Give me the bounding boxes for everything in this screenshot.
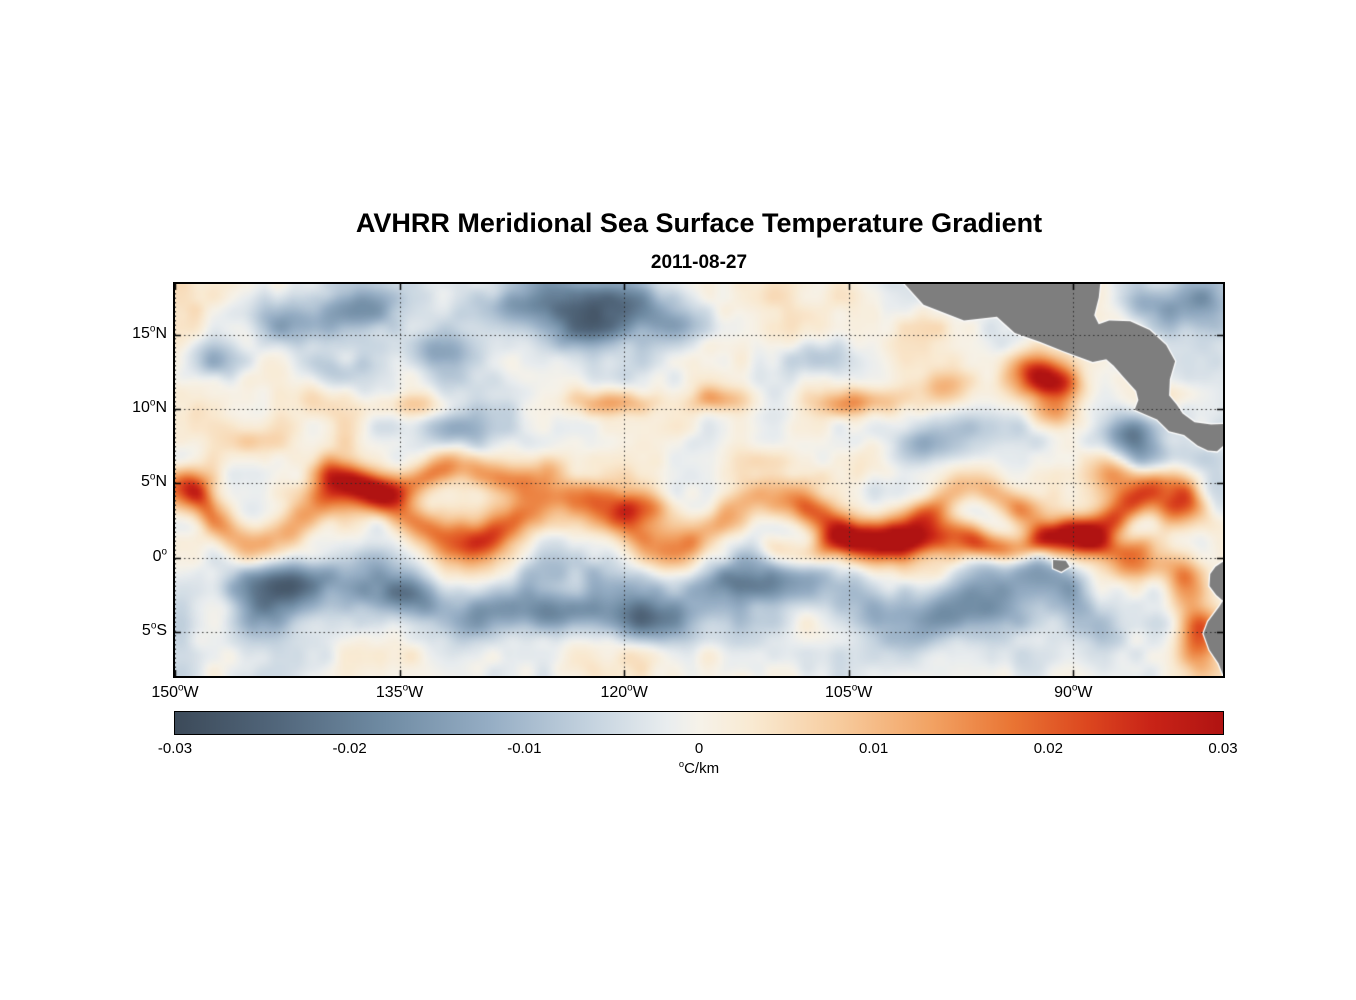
x-tick-label: 120oW — [600, 682, 648, 701]
colorbar-tick-label: 0.02 — [1033, 740, 1063, 757]
y-tick-label: 15oN — [132, 323, 167, 342]
y-tick-label: 10oN — [132, 397, 167, 416]
x-tick-label: 135oW — [375, 682, 424, 701]
colorbar-gradient — [175, 712, 1223, 734]
sst-gradient-heatmap — [175, 284, 1223, 676]
colorbar — [174, 711, 1224, 735]
colorbar-tick-label: -0.01 — [507, 740, 542, 757]
map-plot-area — [173, 282, 1225, 678]
y-tick-label: 5oS — [141, 620, 167, 640]
y-tick-label: 0o — [152, 546, 167, 565]
colorbar-unit-label: oC/km — [175, 759, 1223, 777]
figure-title: AVHRR Meridional Sea Surface Temperature… — [355, 208, 1043, 238]
colorbar-tick-label: 0.01 — [859, 740, 889, 757]
figure-date: 2011-08-27 — [650, 252, 748, 273]
colorbar-tick-label: -0.03 — [157, 740, 193, 757]
y-tick-label: 5oN — [141, 472, 167, 491]
unit-text: C/km — [684, 760, 720, 777]
degree-symbol: o — [678, 759, 685, 769]
colorbar-tick-label: 0.03 — [1208, 740, 1238, 757]
colorbar-tick-label: 0 — [694, 740, 704, 757]
colorbar-tick-label: -0.02 — [332, 740, 367, 757]
x-tick-label: 90oW — [1054, 682, 1093, 701]
x-tick-label: 105oW — [825, 682, 873, 701]
x-tick-label: 150oW — [151, 682, 199, 701]
